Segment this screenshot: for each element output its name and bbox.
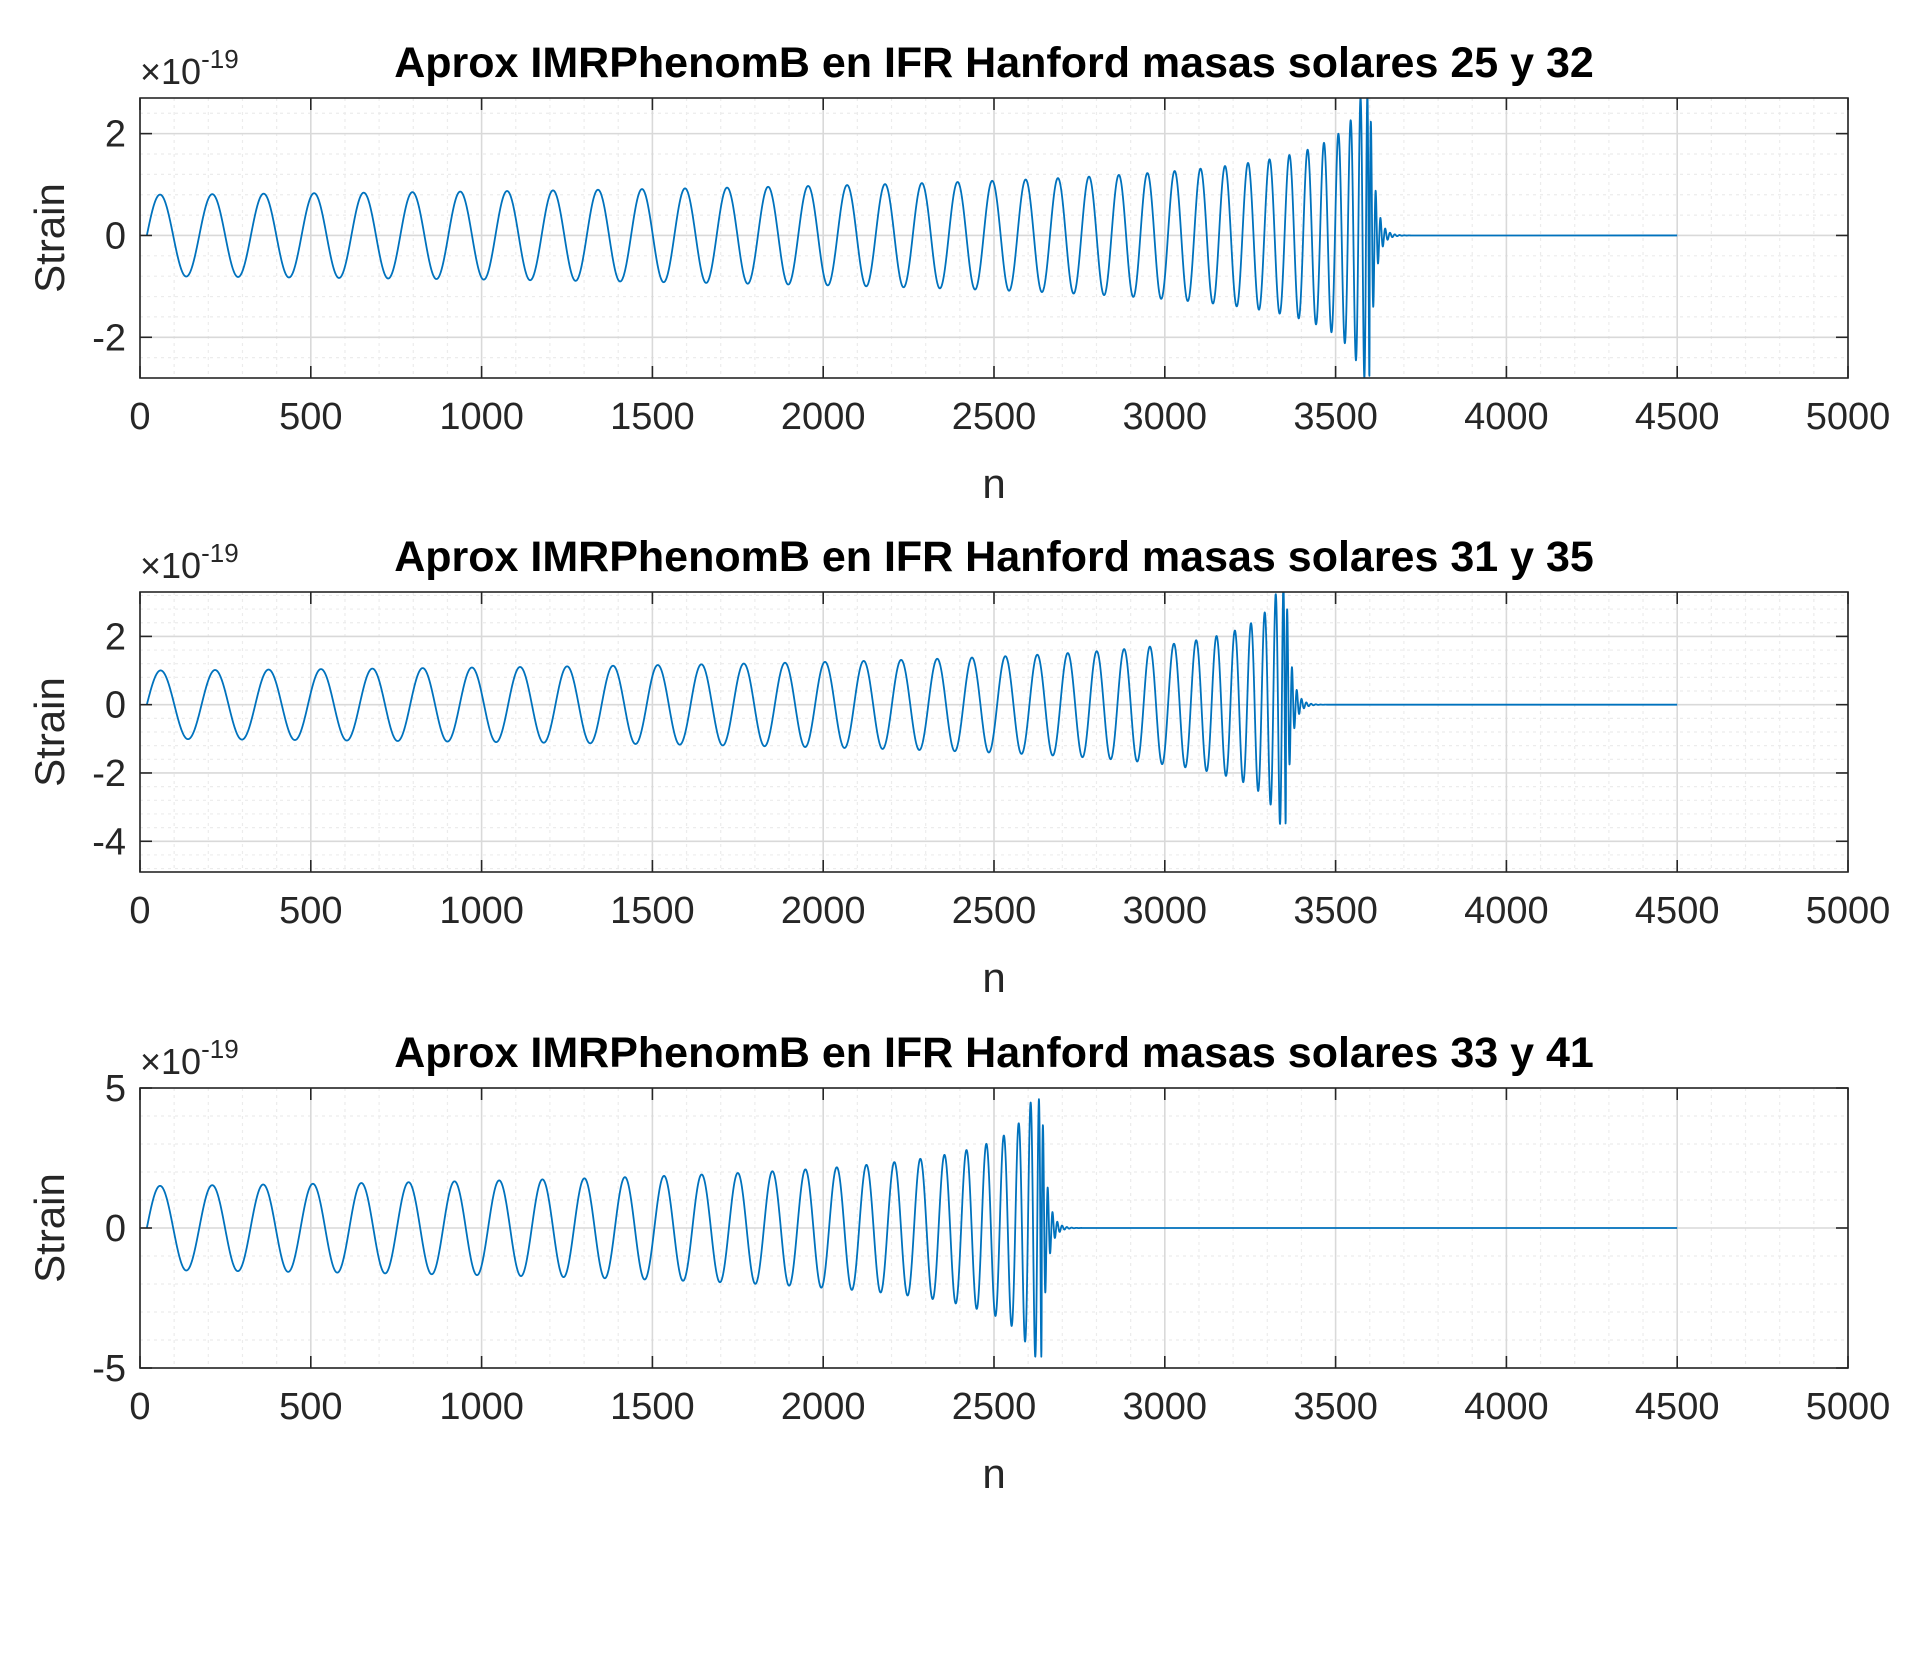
- x-tick-label: 4000: [1464, 396, 1549, 438]
- x-tick-label: 3000: [1123, 890, 1208, 932]
- y-multiplier: ×10-19: [140, 1034, 239, 1082]
- x-tick-label: 2500: [952, 396, 1037, 438]
- tick-marks: [139, 98, 1849, 378]
- x-tick-label: 1000: [439, 1386, 524, 1428]
- x-tick-label: 0: [129, 890, 150, 932]
- y-tick-label: -5: [92, 1348, 126, 1390]
- x-tick-label: 1500: [610, 1386, 695, 1428]
- x-axis-label: n: [982, 460, 1005, 507]
- subplot-1: 0 500 1000 1500 2000 2500 3000 3500 4000 4500 5000…: [26, 39, 1890, 507]
- y-multiplier: ×10-19: [140, 44, 239, 92]
- x-tick-label: 5000: [1806, 396, 1891, 438]
- x-tick-label: 500: [279, 1386, 342, 1428]
- x-tick-label: 0: [129, 1386, 150, 1428]
- subplot-2: 0 500 1000 1500 2000 2500 3000 3500 4000 4500 5000…: [26, 533, 1890, 1001]
- x-tick-label: 3000: [1123, 396, 1208, 438]
- x-tick-label: 500: [279, 396, 342, 438]
- x-tick-label: 4000: [1464, 1386, 1549, 1428]
- y-tick-label: -4: [92, 821, 126, 863]
- tick-marks: [139, 592, 1849, 872]
- chart-title: Aprox IMRPhenomB en IFR Hanford masas so…: [394, 39, 1594, 87]
- x-tick-label: 5000: [1806, 1386, 1891, 1428]
- y-axis-label: Strain: [26, 1173, 73, 1283]
- y-tick-label: 5: [105, 1068, 126, 1110]
- y-tick-label: 2: [105, 616, 126, 658]
- x-tick-label: 1000: [439, 890, 524, 932]
- x-tick-label: 2000: [781, 396, 866, 438]
- waveform-line: [145, 98, 1678, 378]
- x-tick-label: 1500: [610, 396, 695, 438]
- x-tick-label: 2000: [781, 1386, 866, 1428]
- x-tick-label: 2500: [952, 890, 1037, 932]
- x-tick-label: 3500: [1293, 396, 1378, 438]
- x-tick-label: 0: [129, 396, 150, 438]
- y-tick-label: 0: [105, 215, 126, 257]
- y-tick-label: -2: [92, 317, 126, 359]
- y-tick-label: 0: [105, 685, 126, 727]
- x-tick-label: 3500: [1293, 1386, 1378, 1428]
- tick-marks: [139, 1087, 1849, 1369]
- y-axis-label: Strain: [26, 677, 73, 787]
- chart-title: Aprox IMRPhenomB en IFR Hanford masas so…: [394, 533, 1594, 581]
- x-tick-label: 500: [279, 890, 342, 932]
- y-multiplier: ×10-19: [140, 538, 239, 586]
- y-tick-label: 2: [105, 114, 126, 156]
- y-tick-label: -2: [92, 753, 126, 795]
- waveform-line: [145, 592, 1678, 825]
- x-tick-label: 4500: [1635, 890, 1720, 932]
- x-tick-label: 4000: [1464, 890, 1549, 932]
- waveform-line: [145, 1098, 1678, 1358]
- x-tick-label: 1500: [610, 890, 695, 932]
- x-tick-label: 3000: [1123, 1386, 1208, 1428]
- y-axis-label: Strain: [26, 183, 73, 293]
- y-tick-label: 0: [105, 1208, 126, 1250]
- x-axis-label: n: [982, 1450, 1005, 1497]
- x-tick-label: 1000: [439, 396, 524, 438]
- x-tick-label: 4500: [1635, 396, 1720, 438]
- x-tick-label: 4500: [1635, 1386, 1720, 1428]
- x-tick-label: 5000: [1806, 890, 1891, 932]
- subplot-3: 0 500 1000 1500 2000 2500 3000 3500 4000 4500 5000…: [26, 1029, 1890, 1497]
- x-axis-label: n: [982, 954, 1005, 1001]
- x-tick-label: 2500: [952, 1386, 1037, 1428]
- x-tick-label: 2000: [781, 890, 866, 932]
- chart-title: Aprox IMRPhenomB en IFR Hanford masas so…: [394, 1029, 1594, 1077]
- x-tick-label: 3500: [1293, 890, 1378, 932]
